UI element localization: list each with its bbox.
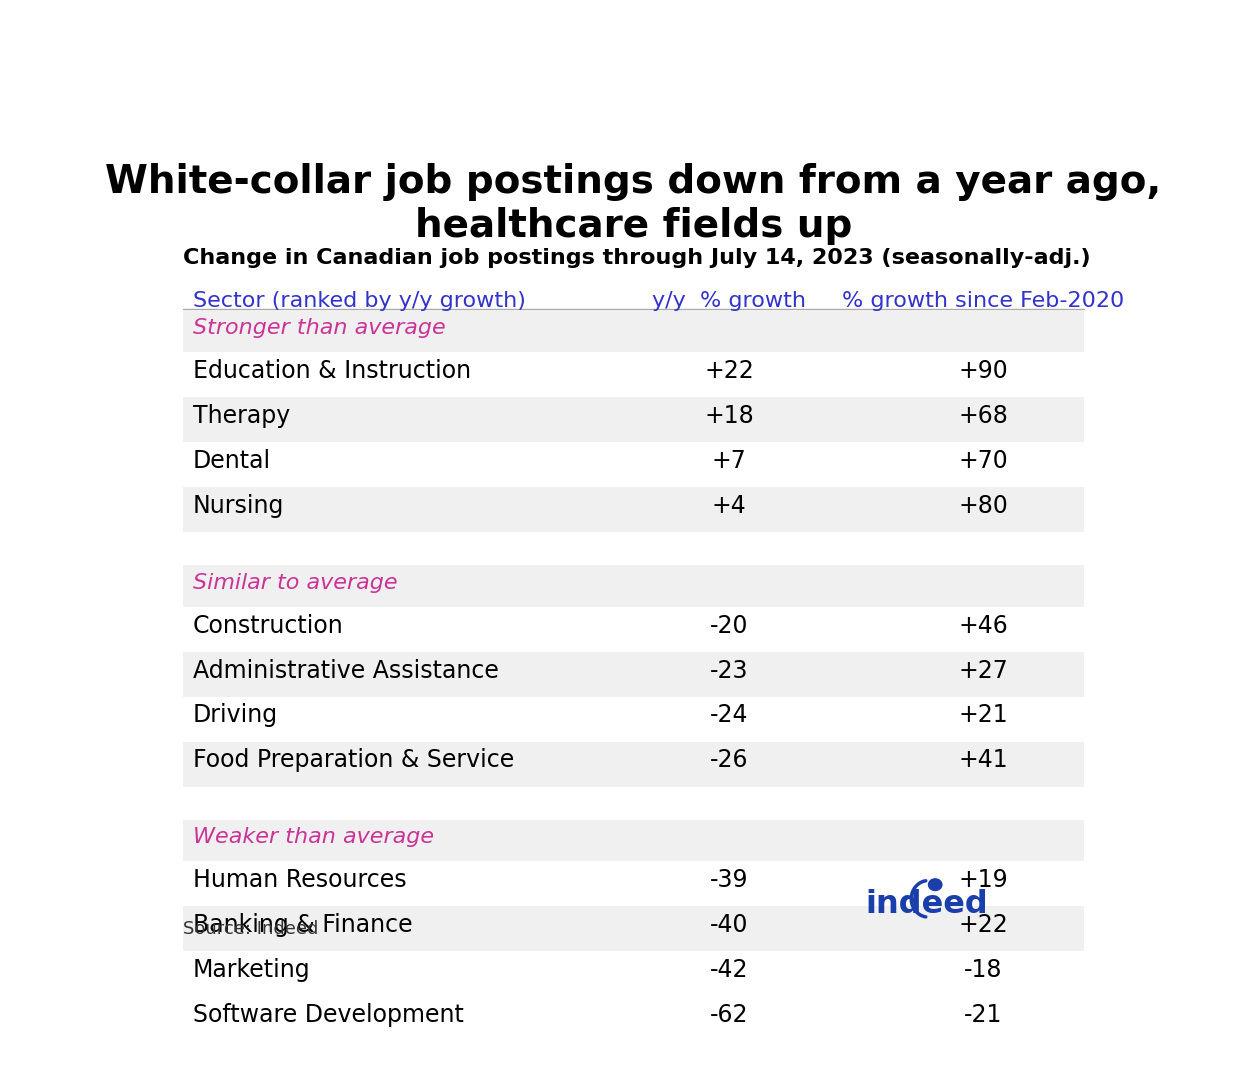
Text: % growth since Feb-2020: % growth since Feb-2020 (842, 291, 1125, 311)
Text: +41: +41 (958, 748, 1007, 772)
Text: -24: -24 (709, 703, 749, 728)
Text: +90: +90 (958, 360, 1009, 383)
Text: Human Resources: Human Resources (193, 868, 407, 892)
Text: Food Preparation & Service: Food Preparation & Service (193, 748, 514, 772)
Text: Sector (ranked by y/y growth): Sector (ranked by y/y growth) (193, 291, 525, 311)
FancyBboxPatch shape (183, 906, 1084, 951)
Text: +4: +4 (712, 494, 747, 518)
Text: Change in Canadian job postings through July 14, 2023 (seasonally-adj.): Change in Canadian job postings through … (183, 247, 1091, 268)
Text: -23: -23 (709, 659, 749, 683)
Text: Therapy: Therapy (193, 404, 290, 428)
Text: -40: -40 (709, 913, 749, 937)
Text: Construction: Construction (193, 613, 344, 637)
Text: +27: +27 (958, 659, 1009, 683)
Text: +68: +68 (958, 404, 1009, 428)
Text: Administrative Assistance: Administrative Assistance (193, 659, 498, 683)
FancyBboxPatch shape (183, 607, 1084, 652)
Text: -21: -21 (964, 1003, 1002, 1027)
Text: Software Development: Software Development (193, 1003, 464, 1027)
FancyBboxPatch shape (183, 352, 1084, 397)
FancyBboxPatch shape (183, 443, 1084, 487)
Circle shape (928, 879, 942, 891)
Text: Similar to average: Similar to average (193, 572, 398, 593)
FancyBboxPatch shape (183, 311, 1084, 352)
Text: y/y  % growth: y/y % growth (653, 291, 806, 311)
Text: +22: +22 (705, 360, 754, 383)
FancyBboxPatch shape (183, 742, 1084, 786)
FancyBboxPatch shape (183, 397, 1084, 443)
Text: White-collar job postings down from a year ago,
healthcare fields up: White-collar job postings down from a ye… (105, 163, 1162, 245)
Text: Source: Indeed: Source: Indeed (183, 920, 319, 937)
FancyBboxPatch shape (183, 820, 1084, 862)
Text: -62: -62 (709, 1003, 749, 1027)
Text: +22: +22 (958, 913, 1009, 937)
Text: -42: -42 (709, 958, 749, 982)
Text: Marketing: Marketing (193, 958, 310, 982)
FancyBboxPatch shape (183, 697, 1084, 742)
Text: +80: +80 (958, 494, 1009, 518)
Text: Stronger than average: Stronger than average (193, 319, 445, 338)
FancyBboxPatch shape (183, 652, 1084, 697)
Text: +21: +21 (958, 703, 1007, 728)
Text: +19: +19 (958, 868, 1007, 892)
Text: +18: +18 (705, 404, 754, 428)
Text: +70: +70 (958, 449, 1009, 473)
Text: -39: -39 (709, 868, 749, 892)
FancyBboxPatch shape (183, 996, 1084, 1041)
Text: Nursing: Nursing (193, 494, 284, 518)
Text: +46: +46 (958, 613, 1009, 637)
Text: Banking & Finance: Banking & Finance (193, 913, 413, 937)
Text: Weaker than average: Weaker than average (193, 827, 434, 848)
Text: -20: -20 (709, 613, 749, 637)
FancyBboxPatch shape (183, 951, 1084, 996)
Text: +7: +7 (712, 449, 747, 473)
Text: -18: -18 (964, 958, 1002, 982)
Text: Education & Instruction: Education & Instruction (193, 360, 471, 383)
Text: indeed: indeed (865, 889, 988, 920)
FancyBboxPatch shape (183, 487, 1084, 532)
Text: Dental: Dental (193, 449, 271, 473)
Text: -26: -26 (709, 748, 749, 772)
Text: Driving: Driving (193, 703, 278, 728)
FancyBboxPatch shape (183, 565, 1084, 607)
FancyBboxPatch shape (183, 862, 1084, 906)
